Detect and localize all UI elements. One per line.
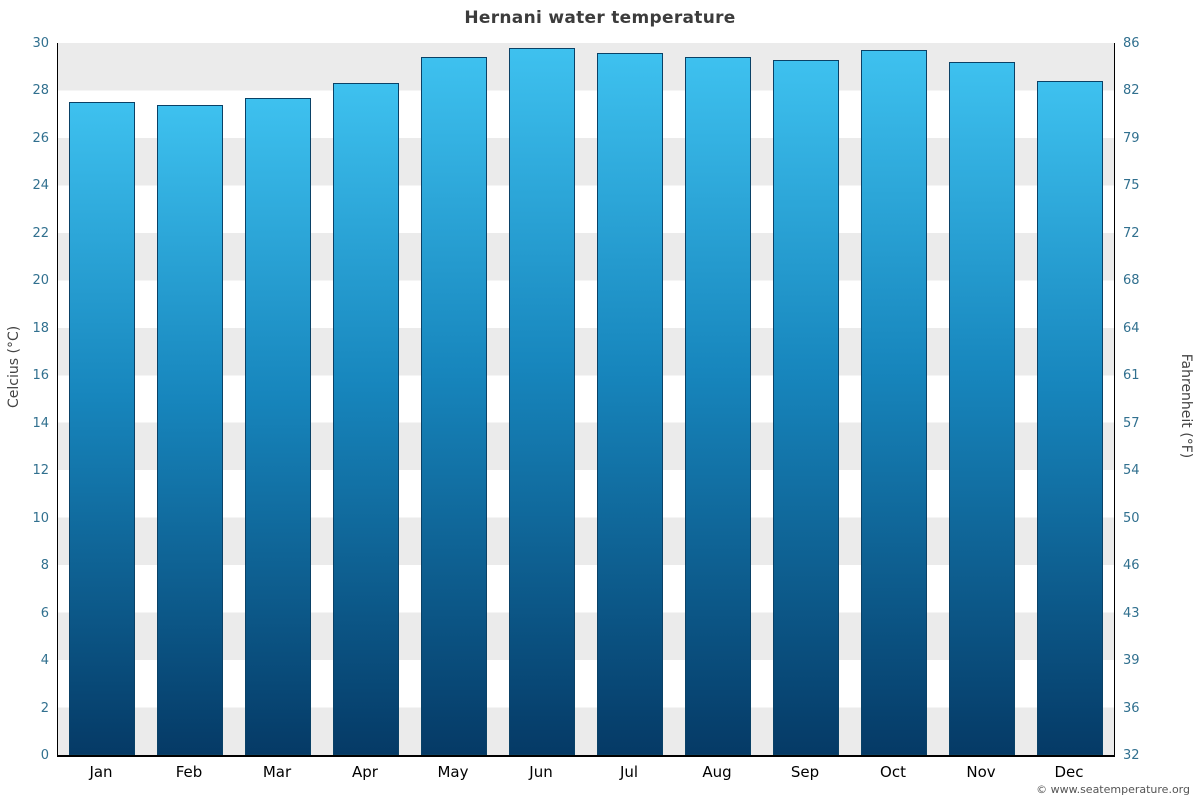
- celsius-tick-20: 20: [32, 273, 49, 289]
- fahrenheit-tick-57: 57: [1123, 415, 1140, 431]
- month-label-sep: Sep: [790, 763, 820, 781]
- fahrenheit-tick-72: 72: [1123, 225, 1140, 241]
- month-label-apr: Apr: [352, 763, 378, 781]
- month-label-aug: Aug: [702, 763, 732, 781]
- month-label-feb: Feb: [175, 763, 203, 781]
- bar-oct: [861, 50, 927, 755]
- fahrenheit-tick-32: 32: [1123, 748, 1140, 763]
- bar-feb: [157, 104, 223, 755]
- month-label-jan: Jan: [89, 763, 113, 781]
- celsius-tick-8: 8: [40, 558, 49, 574]
- fahrenheit-tick-68: 68: [1123, 273, 1140, 289]
- y-axis-label-celsius: Celcius (°C): [6, 325, 22, 408]
- month-label-nov: Nov: [966, 763, 996, 781]
- celsius-tick-26: 26: [32, 130, 49, 146]
- celsius-tick-30: 30: [32, 36, 49, 51]
- copyright-text: © www.seatemperature.org: [1036, 783, 1190, 796]
- fahrenheit-tick-86: 86: [1123, 36, 1140, 51]
- bar-jul: [597, 52, 663, 755]
- chart-title: Hernani water temperature: [464, 8, 736, 28]
- celsius-tick-14: 14: [32, 415, 49, 431]
- fahrenheit-tick-43: 43: [1123, 605, 1140, 621]
- fahrenheit-tick-82: 82: [1123, 83, 1140, 99]
- fahrenheit-tick-64: 64: [1123, 320, 1140, 336]
- month-label-oct: Oct: [880, 763, 906, 781]
- bar-aug: [685, 57, 751, 755]
- fahrenheit-tick-46: 46: [1123, 558, 1140, 574]
- fahrenheit-tick-50: 50: [1123, 510, 1140, 526]
- celsius-tick-4: 4: [40, 653, 49, 669]
- month-label-jun: Jun: [529, 763, 553, 781]
- y-axis-label-fahrenheit: Fahrenheit (°F): [1178, 353, 1194, 459]
- celsius-tick-22: 22: [32, 225, 49, 241]
- celsius-tick-18: 18: [32, 320, 49, 336]
- month-label-mar: Mar: [262, 763, 292, 781]
- month-label-may: May: [437, 763, 469, 781]
- fahrenheit-tick-61: 61: [1123, 368, 1140, 384]
- celsius-tick-10: 10: [32, 510, 49, 526]
- month-label-jul: Jul: [619, 763, 639, 781]
- bar-dec: [1037, 80, 1103, 755]
- fahrenheit-tick-54: 54: [1123, 463, 1140, 479]
- bar-jan: [69, 102, 135, 755]
- celsius-tick-24: 24: [32, 178, 49, 194]
- plot-area: [57, 43, 1115, 757]
- celsius-tick-16: 16: [32, 368, 49, 384]
- celsius-tick-0: 0: [40, 748, 49, 763]
- celsius-tick-12: 12: [32, 463, 49, 479]
- fahrenheit-tick-36: 36: [1123, 700, 1140, 716]
- bar-apr: [333, 83, 399, 755]
- bar-nov: [949, 62, 1015, 755]
- month-label-dec: Dec: [1054, 763, 1084, 781]
- fahrenheit-tick-75: 75: [1123, 178, 1140, 194]
- bar-sep: [773, 59, 839, 755]
- fahrenheit-tick-79: 79: [1123, 130, 1140, 146]
- bar-may: [421, 57, 487, 755]
- celsius-tick-28: 28: [32, 83, 49, 99]
- celsius-tick-6: 6: [40, 605, 49, 621]
- fahrenheit-tick-39: 39: [1123, 653, 1140, 669]
- bar-mar: [245, 97, 311, 755]
- celsius-tick-2: 2: [40, 700, 49, 716]
- bar-jun: [509, 47, 575, 755]
